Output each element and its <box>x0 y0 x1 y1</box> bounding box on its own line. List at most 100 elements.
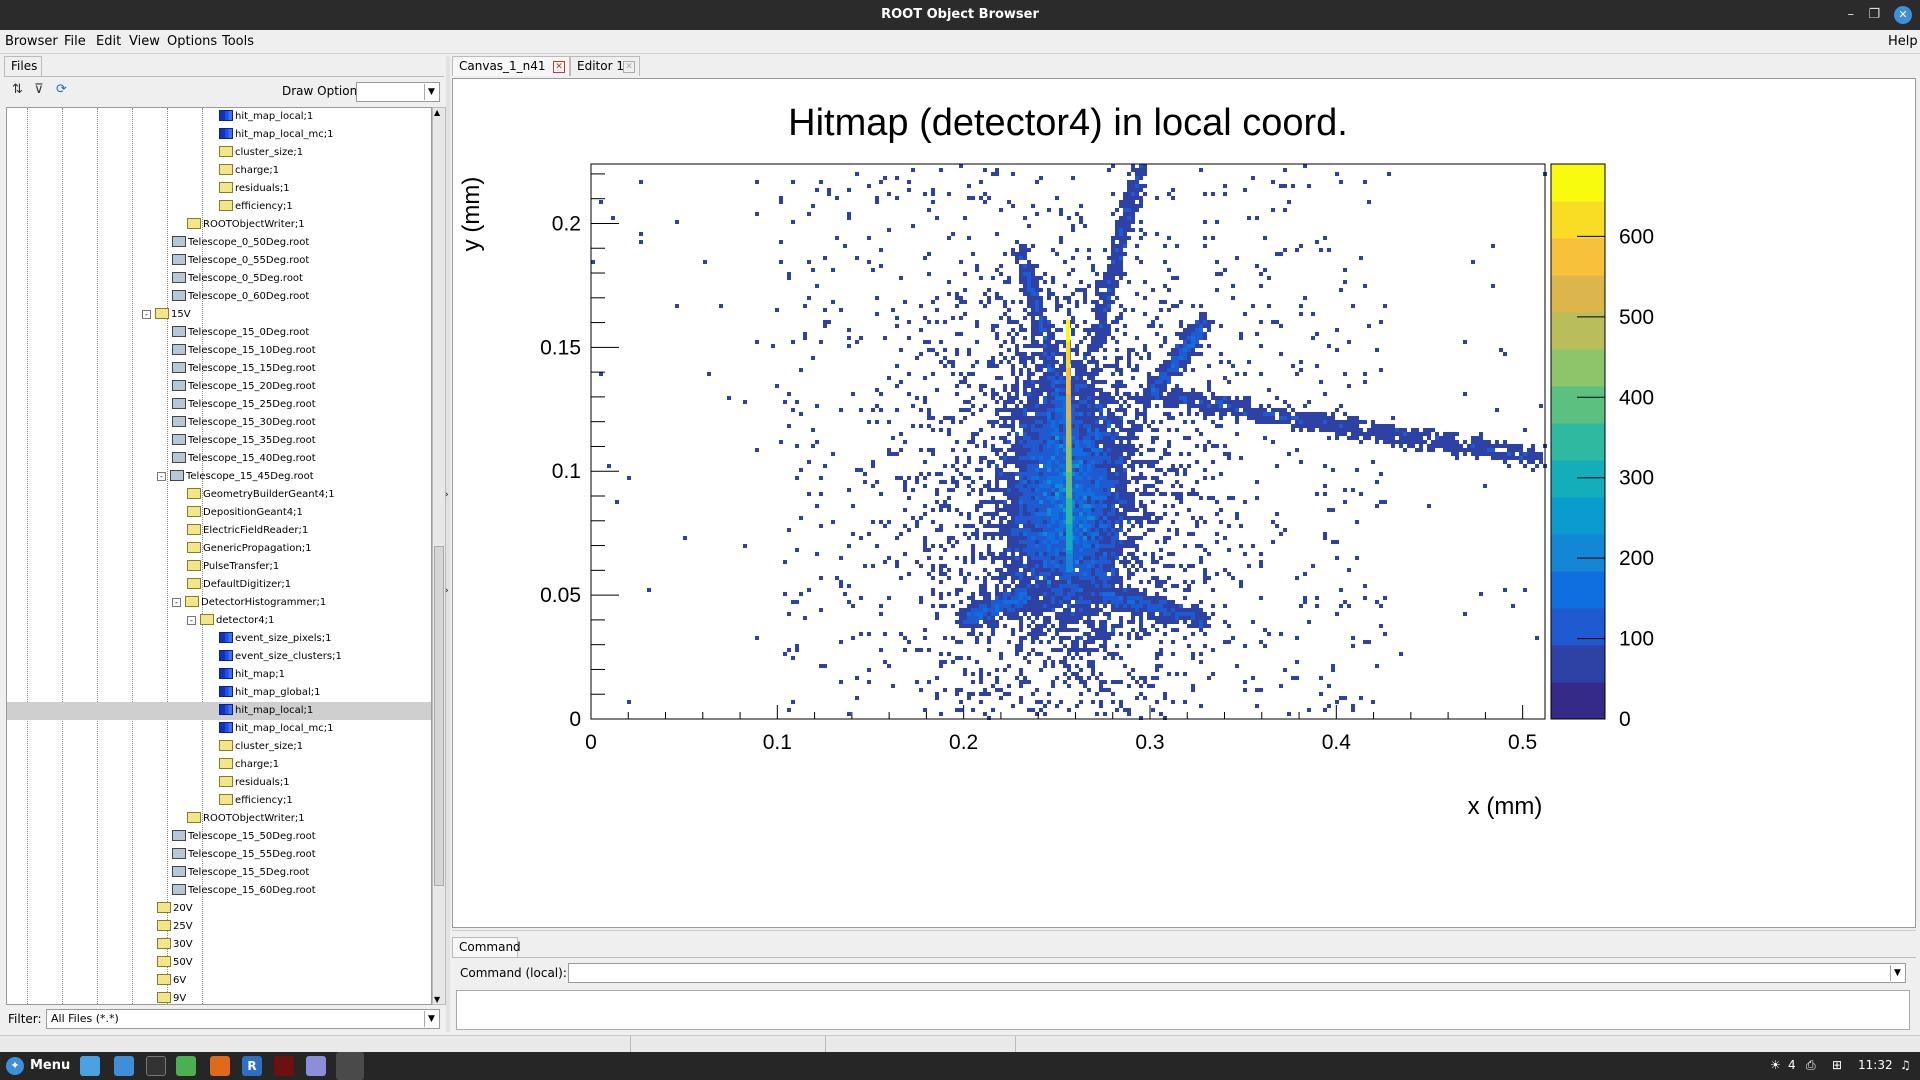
heatmap-cell <box>1099 636 1103 640</box>
collapse-icon[interactable]: - <box>172 598 181 607</box>
heatmap-cell <box>1027 432 1031 436</box>
filter-icon[interactable]: ⊽ <box>34 82 44 97</box>
heatmap-cell <box>1071 556 1075 560</box>
scroll-up-icon[interactable]: ▲ <box>434 108 441 117</box>
tree-item[interactable]: hit_map_local;1 <box>7 702 431 720</box>
folder-icon <box>157 992 171 1003</box>
heatmap-cell <box>1135 592 1139 596</box>
heatmap-cell <box>819 608 823 612</box>
close-tab-icon[interactable]: ✕ <box>553 61 565 73</box>
heatmap-cell <box>1199 396 1203 400</box>
close-tab-icon[interactable]: ✕ <box>623 61 635 73</box>
sort-icon[interactable]: ⇅ <box>12 82 23 97</box>
minimize-icon[interactable]: – <box>1847 7 1855 22</box>
heatmap-cell <box>995 524 999 528</box>
heatmap-cell <box>1071 572 1075 576</box>
refresh-icon[interactable]: ⟳ <box>56 82 67 97</box>
heatmap-cell <box>1087 652 1091 656</box>
heatmap-cell <box>1079 480 1083 484</box>
heatmap-cell <box>1331 664 1335 668</box>
heatmap-cell <box>1099 628 1103 632</box>
tab-editor[interactable]: Editor 1 ✕ <box>570 56 640 76</box>
heatmap-cell <box>1055 540 1059 544</box>
heatmap-cell <box>1243 644 1247 648</box>
heatmap-cell <box>923 540 927 544</box>
filter-select[interactable]: All Files (*.*) ▼ <box>46 1009 440 1029</box>
heatmap-cell <box>1359 440 1363 444</box>
heatmap-cell <box>1415 440 1419 444</box>
heatmap-cell <box>1487 440 1491 444</box>
scrollbar-thumb[interactable] <box>434 546 444 886</box>
heatmap-cell <box>1499 444 1503 448</box>
heatmap-cell <box>1199 408 1203 412</box>
heatmap-cell <box>791 656 795 660</box>
heatmap-cell <box>1259 284 1263 288</box>
tree-scrollbar[interactable]: ▲ ▼ <box>432 107 446 1005</box>
heatmap-cell <box>1143 296 1147 300</box>
draw-option-select[interactable]: ▼ <box>356 82 440 102</box>
heatmap-cell <box>971 436 975 440</box>
heatmap-cell <box>1203 644 1207 648</box>
heatmap-cell <box>1035 340 1039 344</box>
heatmap-cell <box>1175 532 1179 536</box>
heatmap-cell <box>1055 536 1059 540</box>
heatmap-cell <box>1039 472 1043 476</box>
heatmap-cell <box>1039 176 1043 180</box>
tab-canvas[interactable]: Canvas_1_n41 ✕ <box>452 56 570 76</box>
heatmap-cell <box>919 564 923 568</box>
menu-tools[interactable]: Tools <box>222 34 255 49</box>
heatmap-cell <box>1255 704 1259 708</box>
heatmap-cell <box>1131 204 1135 208</box>
heatmap-cell <box>1015 592 1019 596</box>
collapse-icon[interactable]: - <box>157 472 166 481</box>
menu-browser[interactable]: Browser <box>5 34 58 49</box>
chevron-down-icon[interactable]: ▼ <box>424 1011 438 1027</box>
close-icon[interactable]: ✕ <box>1894 6 1912 24</box>
file-tree[interactable]: hit_map_local;1 hit_map_local_mc;1 cluster… <box>6 107 432 1005</box>
heatmap-cell <box>1079 460 1083 464</box>
menu-file[interactable]: File <box>64 34 86 49</box>
heatmap-cell <box>1083 684 1087 688</box>
menu-edit[interactable]: Edit <box>96 34 122 49</box>
heatmap-cell <box>1167 552 1171 556</box>
heatmap-cell <box>1127 192 1131 196</box>
menu-help[interactable]: Help <box>1888 34 1918 49</box>
root-canvas[interactable]: Hitmap (detector4) in local coord. 0 0.1 0.… <box>452 78 1916 928</box>
heatmap-cell <box>1191 332 1195 336</box>
heatmap-cell <box>987 572 991 576</box>
heatmap-cell <box>803 332 807 336</box>
heatmap-cell <box>1035 392 1039 396</box>
heatmap-cell <box>1047 396 1051 400</box>
heatmap-cell <box>1087 536 1091 540</box>
heatmap-cell <box>1059 472 1063 476</box>
heatmap-cell <box>1055 492 1059 496</box>
heatmap-cell <box>1091 596 1095 600</box>
tab-files[interactable]: Files <box>4 56 42 76</box>
heatmap-cell <box>1127 592 1131 596</box>
menu-options[interactable]: Options <box>167 34 218 49</box>
heatmap-cell <box>1475 448 1479 452</box>
heatmap-cell <box>1155 196 1159 200</box>
heatmap-cell <box>1015 588 1019 592</box>
collapse-icon[interactable]: - <box>142 310 151 319</box>
panel-splitter[interactable]: › › <box>445 56 450 1032</box>
heatmap-cell <box>1027 396 1031 400</box>
heatmap-cell <box>1051 608 1055 612</box>
heatmap-cell <box>1235 372 1239 376</box>
scroll-down-icon[interactable]: ▼ <box>434 995 441 1004</box>
heatmap-cell <box>1203 220 1207 224</box>
heatmap-cell <box>1039 368 1043 372</box>
heatmap-cell <box>1103 300 1107 304</box>
heatmap-cell <box>1171 652 1175 656</box>
heatmap-cell <box>1095 280 1099 284</box>
heatmap-cell <box>1155 596 1159 600</box>
heatmap-cell <box>1115 380 1119 384</box>
menu-view[interactable]: View <box>129 34 160 49</box>
heatmap-cell <box>1167 268 1171 272</box>
heatmap-cell <box>1007 276 1011 280</box>
maximize-icon[interactable]: ❐ <box>1868 7 1880 22</box>
heatmap-cell <box>1127 620 1131 624</box>
collapse-icon[interactable]: - <box>187 616 196 625</box>
heatmap-cell <box>1099 624 1103 628</box>
chevron-down-icon[interactable]: ▼ <box>424 84 438 100</box>
